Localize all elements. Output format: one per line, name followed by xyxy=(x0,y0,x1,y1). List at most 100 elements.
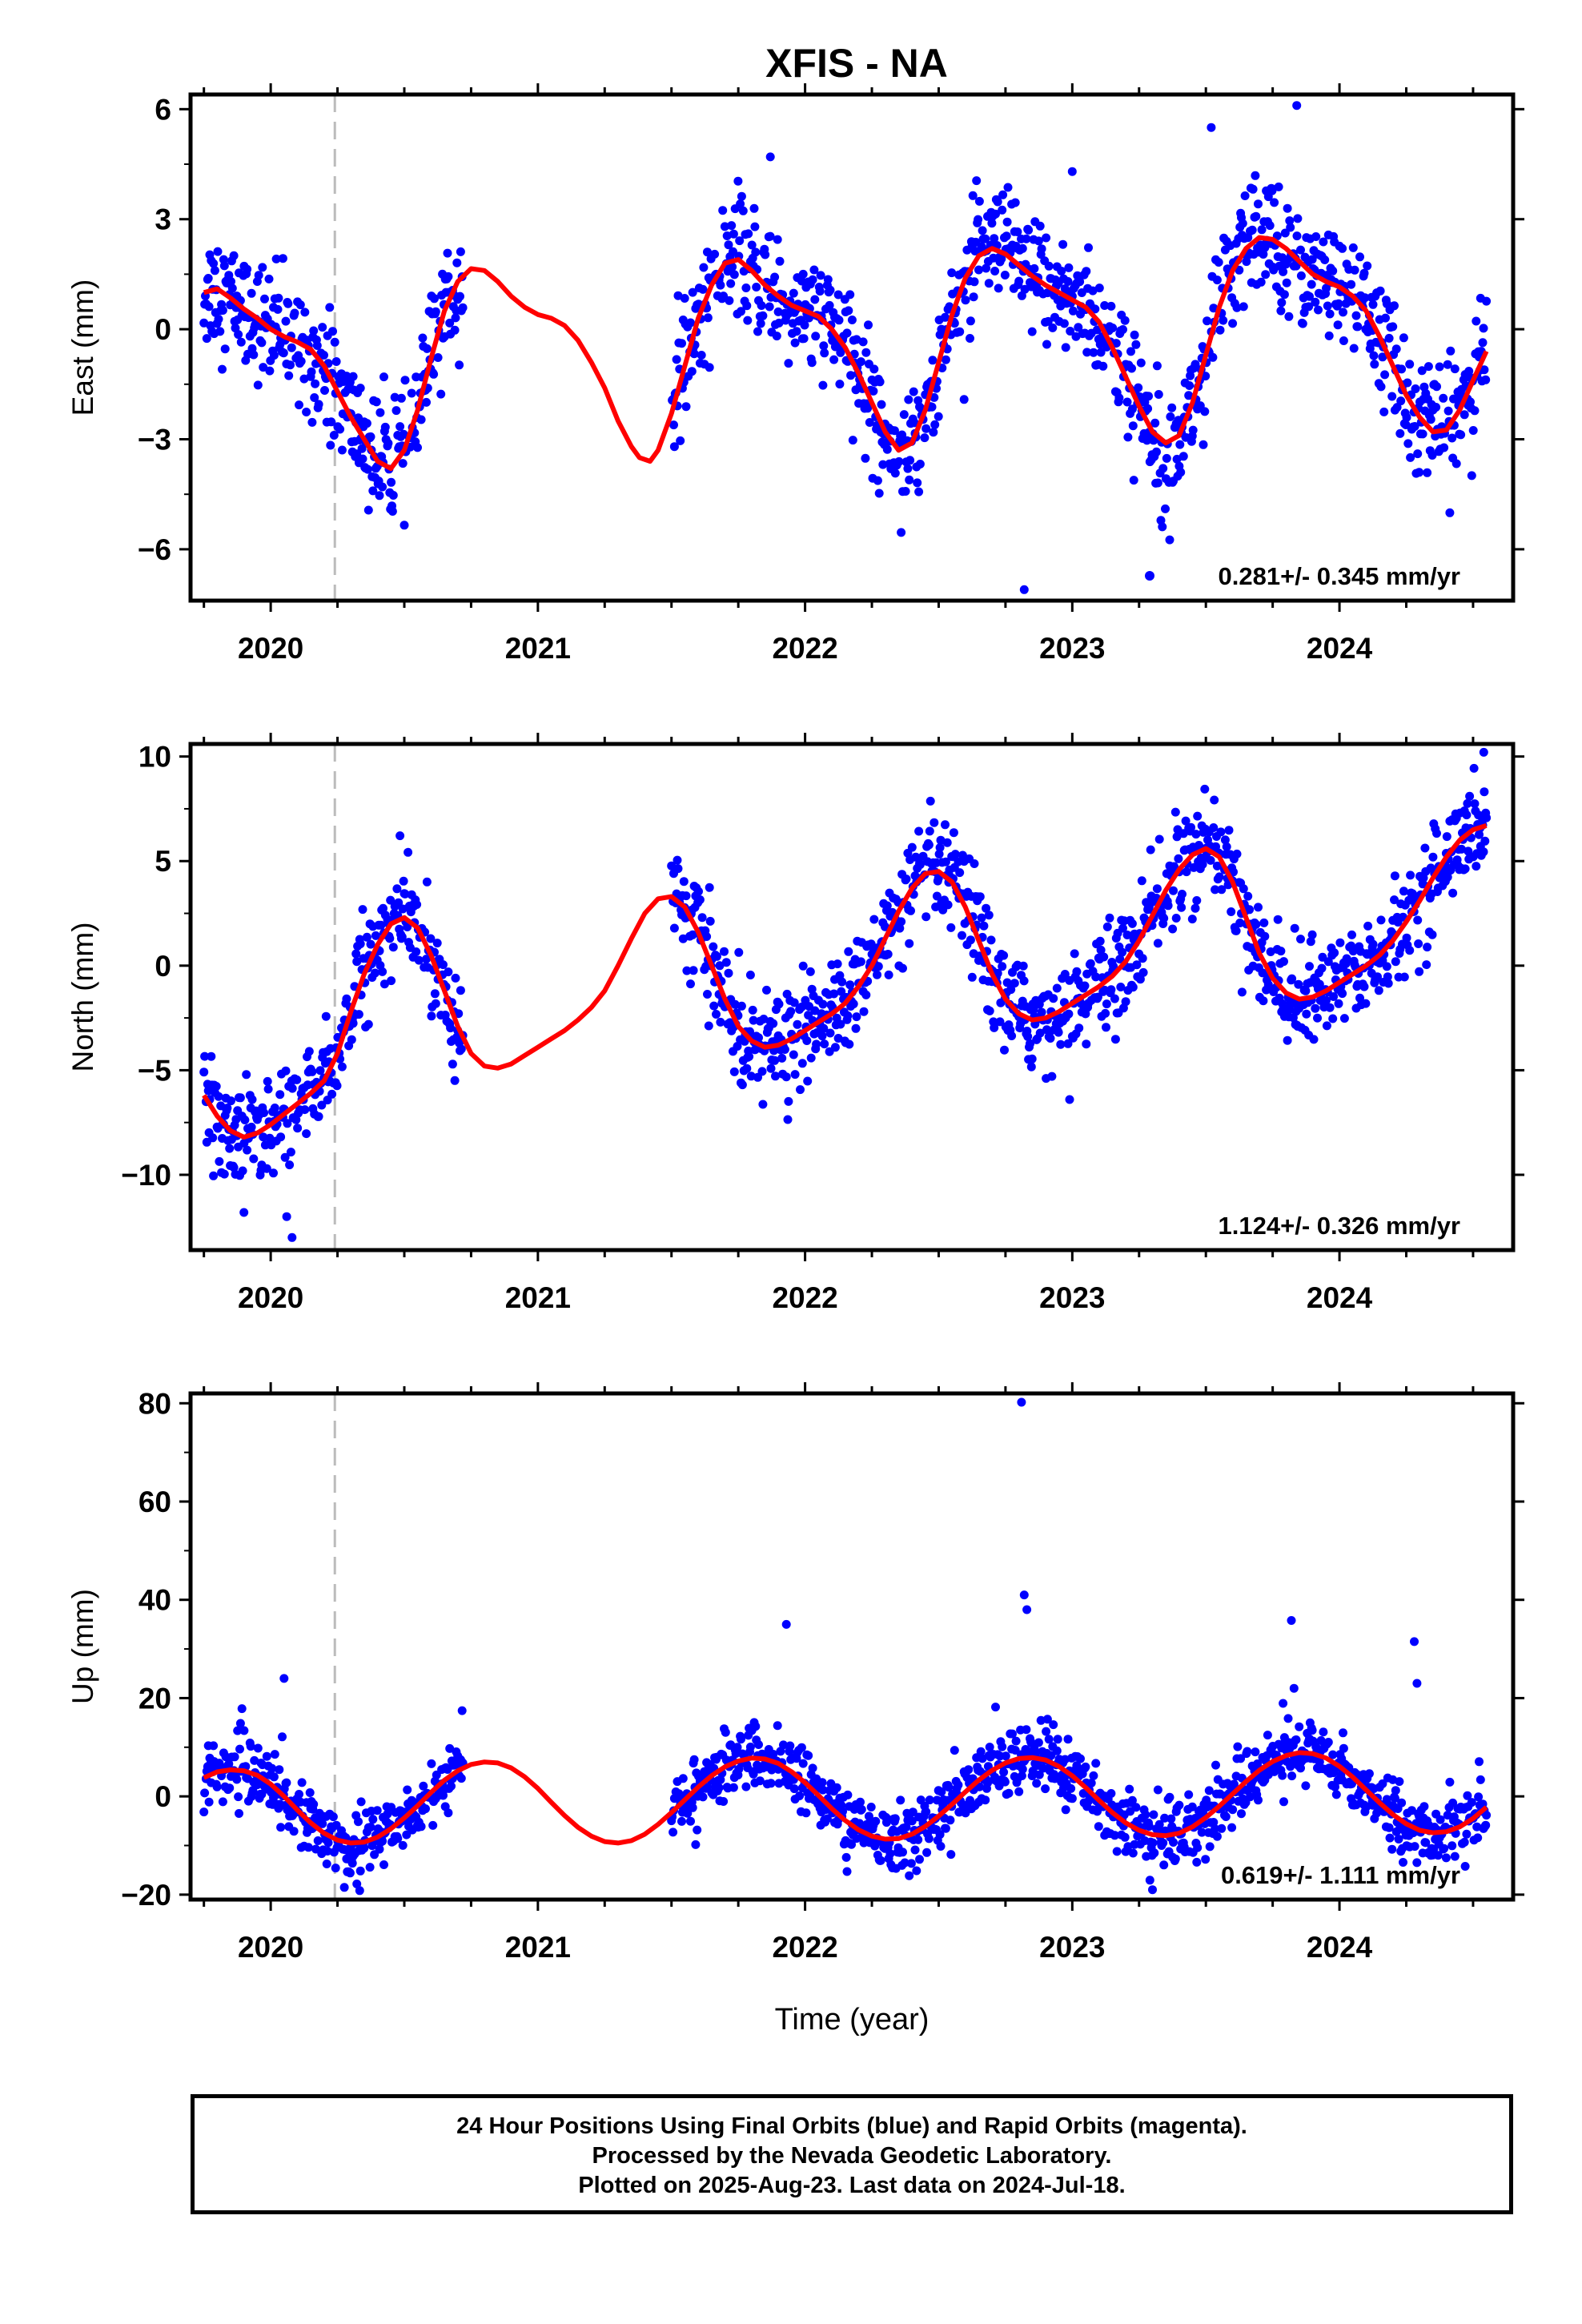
data-point xyxy=(982,263,991,273)
data-point xyxy=(1307,1726,1317,1735)
data-point xyxy=(351,949,361,959)
data-point xyxy=(895,923,905,933)
data-point xyxy=(1043,316,1053,326)
data-point xyxy=(1000,271,1010,279)
data-point xyxy=(1418,429,1427,439)
data-point xyxy=(456,1044,466,1054)
data-point xyxy=(1323,301,1332,311)
data-point xyxy=(1412,1858,1422,1868)
data-point xyxy=(913,1835,923,1844)
data-point xyxy=(1063,1039,1073,1048)
data-point xyxy=(1364,1769,1374,1779)
data-point xyxy=(1027,327,1037,336)
data-point xyxy=(318,323,327,332)
data-point xyxy=(1095,936,1105,946)
data-point xyxy=(413,443,422,452)
data-point xyxy=(276,1132,286,1142)
data-point xyxy=(1239,302,1248,312)
data-point xyxy=(235,1744,244,1754)
data-point xyxy=(924,1834,934,1844)
data-point xyxy=(925,826,934,836)
data-point xyxy=(1350,265,1359,275)
data-point xyxy=(765,302,774,312)
data-point xyxy=(844,947,853,956)
data-point xyxy=(1379,407,1389,416)
data-point xyxy=(1286,223,1295,232)
data-point xyxy=(978,1754,987,1763)
data-point xyxy=(730,999,740,1009)
data-point xyxy=(726,279,736,288)
data-point xyxy=(1482,813,1492,822)
data-point xyxy=(1026,1062,1036,1072)
data-point xyxy=(1423,943,1432,952)
y-tick-label: 60 xyxy=(139,1486,171,1518)
data-point xyxy=(985,1006,994,1015)
data-point xyxy=(1174,1800,1184,1810)
data-point xyxy=(1460,1862,1470,1871)
data-point xyxy=(1391,1786,1400,1795)
data-point xyxy=(897,917,906,927)
data-point xyxy=(362,419,371,428)
data-point xyxy=(883,950,893,959)
data-point xyxy=(774,318,784,328)
data-point xyxy=(705,883,714,892)
data-point xyxy=(1160,1813,1170,1823)
data-point xyxy=(457,1706,467,1715)
data-point xyxy=(861,348,871,357)
data-point xyxy=(1094,283,1104,293)
data-point xyxy=(930,818,939,827)
x-tick-label: 2021 xyxy=(505,1281,571,1314)
data-point xyxy=(292,1075,302,1084)
data-point xyxy=(1086,959,1095,968)
data-point xyxy=(1361,999,1371,1008)
data-point xyxy=(305,1788,315,1797)
data-point xyxy=(724,240,733,250)
data-point xyxy=(681,891,691,901)
data-point xyxy=(1260,931,1270,941)
data-point xyxy=(884,970,893,979)
data-point xyxy=(1284,312,1294,321)
data-point xyxy=(966,334,974,343)
data-point xyxy=(1049,1720,1058,1730)
data-point xyxy=(745,971,755,979)
data-point xyxy=(920,433,930,443)
data-point xyxy=(1473,1833,1483,1843)
data-point xyxy=(390,392,400,402)
data-point xyxy=(1166,1814,1176,1823)
data-point xyxy=(986,935,996,945)
data-point xyxy=(1460,1837,1469,1847)
data-point xyxy=(719,1797,729,1806)
data-point xyxy=(1447,1841,1457,1851)
data-point xyxy=(212,1782,222,1791)
data-point xyxy=(303,1843,313,1852)
data-point xyxy=(1178,890,1186,899)
data-point xyxy=(1037,1007,1046,1017)
data-point xyxy=(946,1850,956,1860)
data-point xyxy=(1193,1843,1203,1852)
data-point xyxy=(419,1781,428,1791)
data-point xyxy=(967,972,977,982)
data-point xyxy=(774,999,784,1009)
data-point xyxy=(698,284,708,294)
data-point xyxy=(1291,1735,1301,1744)
data-point xyxy=(1176,468,1186,477)
data-point xyxy=(448,1059,457,1069)
data-point xyxy=(818,380,828,390)
data-point xyxy=(1402,933,1411,943)
data-point xyxy=(431,999,440,1008)
data-point xyxy=(263,1084,273,1094)
data-point xyxy=(998,205,1007,215)
data-point xyxy=(295,400,303,410)
data-point xyxy=(1319,1727,1328,1737)
data-point xyxy=(450,1076,460,1085)
data-point xyxy=(1168,924,1178,934)
data-point xyxy=(844,306,853,316)
data-point xyxy=(974,196,984,206)
data-point xyxy=(1027,1054,1037,1063)
data-point xyxy=(941,355,950,364)
data-point xyxy=(296,356,306,366)
data-point xyxy=(284,371,294,380)
data-point xyxy=(946,923,956,932)
data-point xyxy=(259,1132,268,1142)
data-point xyxy=(1378,352,1387,362)
